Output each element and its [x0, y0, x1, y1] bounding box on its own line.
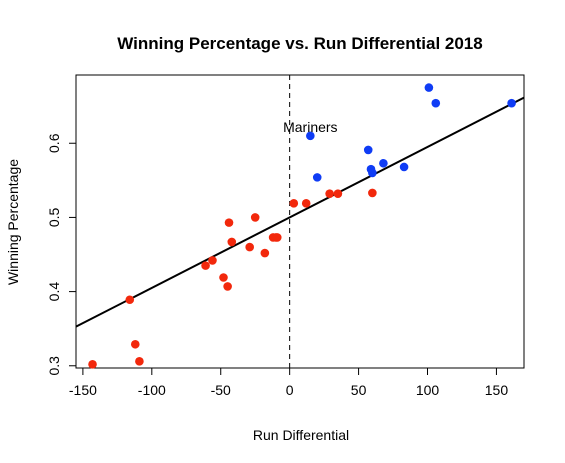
- data-point-red: [301, 199, 311, 208]
- data-point-red: [227, 237, 237, 247]
- data-point-red: [208, 256, 217, 265]
- data-point-red: [130, 339, 140, 349]
- y-axis-label: Winning Percentage: [5, 159, 21, 285]
- chart-title: Winning Percentage vs. Run Differential …: [117, 34, 482, 53]
- x-tick-label: 100: [416, 382, 440, 398]
- data-point-blue: [312, 173, 322, 182]
- y-tick-label: 0.3: [46, 356, 62, 376]
- data-point-red: [260, 248, 270, 258]
- data-point-blue: [379, 158, 388, 168]
- data-point-blue: [424, 83, 434, 92]
- y-tick-label: 0.6: [46, 133, 62, 153]
- data-point-red: [224, 218, 234, 227]
- regression-line: [76, 96, 524, 328]
- x-axis: -150 -100 -50 0 50 100 150: [69, 367, 509, 398]
- data-point-red: [245, 242, 254, 252]
- data-point-red: [201, 261, 210, 270]
- y-tick-label: 0.5: [46, 207, 62, 227]
- data-point-red: [219, 273, 228, 282]
- data-point-red: [125, 295, 135, 305]
- x-tick-label: 50: [351, 382, 367, 398]
- data-point-red: [135, 357, 144, 366]
- x-tick-label: 0: [286, 382, 294, 398]
- data-point-blue: [368, 168, 377, 178]
- x-tick-label: -100: [138, 382, 166, 398]
- data-point-red: [250, 213, 260, 222]
- y-axis: 0.3 0.4 0.5 0.6: [46, 133, 77, 376]
- data-point-blue: [507, 98, 516, 108]
- data-point-red: [272, 233, 282, 242]
- annotation-label: Mariners: [283, 119, 337, 135]
- data-point-blue: [363, 145, 373, 155]
- data-point-blue: [431, 98, 441, 108]
- data-point-blue: [399, 162, 409, 172]
- plot-clip-group: [76, 75, 524, 368]
- x-tick-label: 150: [485, 382, 509, 398]
- data-point-red: [223, 282, 232, 291]
- plot-content: Mariners: [76, 75, 524, 369]
- data-point-red: [325, 189, 334, 198]
- data-point-red: [368, 188, 377, 198]
- x-tick-label: -50: [211, 382, 231, 398]
- data-point-red: [88, 359, 97, 369]
- y-tick-label: 0.4: [46, 282, 62, 302]
- x-tick-label: -150: [69, 382, 97, 398]
- data-point-red: [289, 199, 299, 208]
- data-point-blue: [306, 131, 315, 141]
- data-point-red: [333, 189, 343, 198]
- x-axis-label: Run Differential: [253, 427, 349, 443]
